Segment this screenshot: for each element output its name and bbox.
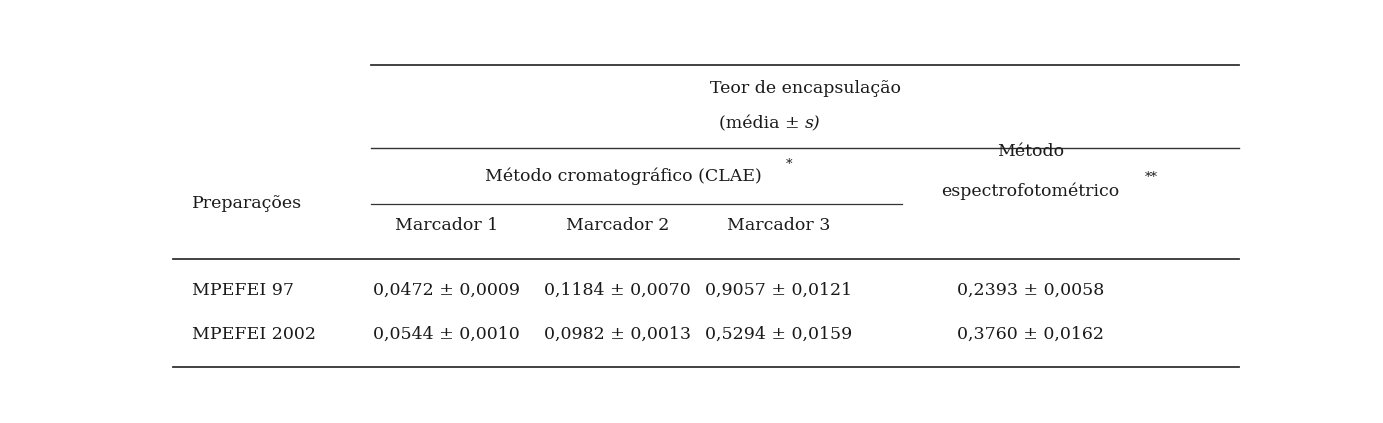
Text: *: * xyxy=(786,158,792,171)
Text: Método: Método xyxy=(997,143,1064,160)
Text: espectrofotométrico: espectrofotométrico xyxy=(942,182,1119,200)
Text: 0,5294 ± 0,0159: 0,5294 ± 0,0159 xyxy=(705,326,852,343)
Text: **: ** xyxy=(1145,171,1158,184)
Text: Teor de encapsulação: Teor de encapsulação xyxy=(709,80,900,97)
Text: s): s) xyxy=(805,115,822,132)
Text: Marcador 2: Marcador 2 xyxy=(566,217,669,233)
Text: (média ±: (média ± xyxy=(719,115,805,132)
Text: 0,2393 ± 0,0058: 0,2393 ± 0,0058 xyxy=(957,282,1104,299)
Text: 0,0982 ± 0,0013: 0,0982 ± 0,0013 xyxy=(544,326,692,343)
Text: 0,1184 ± 0,0070: 0,1184 ± 0,0070 xyxy=(545,282,692,299)
Text: 0,9057 ± 0,0121: 0,9057 ± 0,0121 xyxy=(705,282,852,299)
Text: Marcador 1: Marcador 1 xyxy=(394,217,498,233)
Text: 0,3760 ± 0,0162: 0,3760 ± 0,0162 xyxy=(957,326,1104,343)
Text: Método cromatográfico (CLAE): Método cromatográfico (CLAE) xyxy=(484,168,762,185)
Text: Marcador 3: Marcador 3 xyxy=(727,217,830,233)
Text: Preparações: Preparações xyxy=(192,195,303,212)
Text: 0,0472 ± 0,0009: 0,0472 ± 0,0009 xyxy=(372,282,520,299)
Text: MPEFEI 97: MPEFEI 97 xyxy=(192,282,295,299)
Text: 0,0544 ± 0,0010: 0,0544 ± 0,0010 xyxy=(373,326,520,343)
Text: MPEFEI 2002: MPEFEI 2002 xyxy=(192,326,317,343)
